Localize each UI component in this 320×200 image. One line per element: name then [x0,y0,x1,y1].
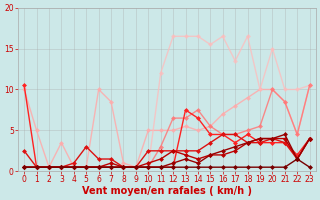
X-axis label: Vent moyen/en rafales ( km/h ): Vent moyen/en rafales ( km/h ) [82,186,252,196]
